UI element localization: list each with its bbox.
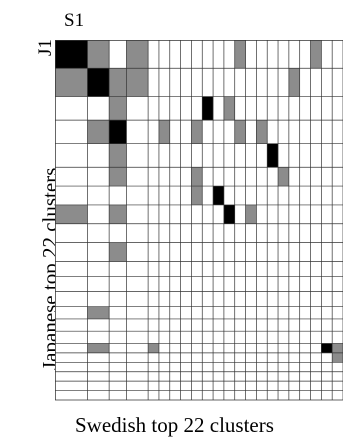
matrix-cell-mid (109, 68, 127, 97)
matrix-cell-mid (191, 120, 203, 144)
matrix-cell-mid (87, 40, 110, 69)
matrix-cell-mid (332, 343, 343, 353)
matrix-cell-dark (109, 120, 127, 144)
matrix-cell-mid (223, 96, 235, 121)
cluster-correspondence-matrix (55, 40, 343, 401)
matrix-cell-mid (148, 343, 159, 353)
matrix-cell-mid (87, 120, 110, 144)
matrix-cell-dark (321, 343, 333, 353)
matrix-cell-mid (55, 68, 88, 97)
column-label-s1: S1 (64, 10, 85, 31)
matrix-cell-mid (126, 40, 149, 69)
matrix-background (55, 40, 343, 400)
matrix-cell-mid (109, 204, 127, 224)
row-label-j1: J1 (35, 39, 56, 56)
matrix-cell-dark (213, 186, 224, 205)
matrix-cell-mid (126, 68, 149, 97)
matrix-cell-mid (245, 204, 257, 224)
matrix-cell-dark (267, 143, 279, 168)
matrix-cell-mid (288, 68, 300, 97)
matrix-cell-mid (191, 167, 203, 187)
matrix-cell-mid (109, 143, 127, 168)
matrix-cell-mid (234, 120, 246, 144)
matrix-cell-dark (223, 204, 235, 224)
matrix-cell-mid (87, 343, 110, 353)
x-axis-label: Swedish top 22 clusters (75, 413, 274, 437)
matrix-cell-dark (55, 40, 88, 69)
matrix-cell-mid (310, 40, 322, 69)
matrix-cell-mid (55, 204, 88, 224)
matrix-cell-mid (109, 242, 127, 262)
matrix-cell-mid (256, 120, 268, 144)
matrix-cell-dark (87, 68, 110, 97)
matrix-cell-dark (202, 96, 214, 121)
matrix-cell-mid (234, 40, 246, 69)
matrix-cell-mid (87, 306, 110, 319)
matrix-cell-mid (109, 96, 127, 121)
matrix-cell-mid (158, 120, 170, 144)
matrix-cell-mid (278, 167, 289, 187)
matrix-cell-mid (109, 167, 127, 187)
matrix-cell-mid (191, 186, 203, 205)
matrix-cell-mid (332, 352, 343, 363)
